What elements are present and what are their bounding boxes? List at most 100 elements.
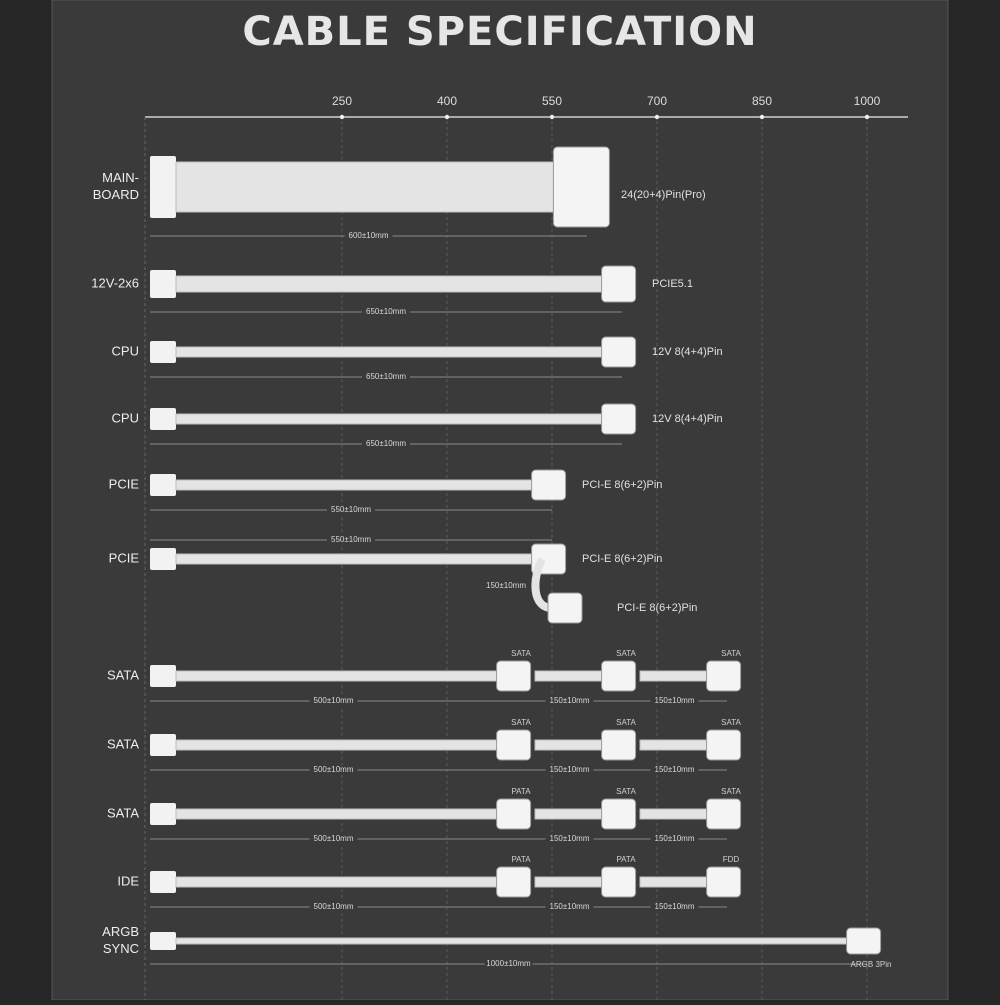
plug: [150, 156, 176, 218]
dimension-label: 550±10mm: [331, 535, 371, 544]
tick-label: 400: [437, 94, 457, 108]
connector-label: 12V 8(4+4)Pin: [652, 413, 723, 425]
cable: [175, 553, 553, 565]
connector-label: SATA: [511, 649, 531, 658]
plug: [150, 665, 176, 687]
dimension-bg: [362, 439, 410, 449]
dimension-label: 150±10mm: [486, 581, 526, 590]
connector-label: PCIE5.1: [652, 278, 693, 290]
connector-label: PATA: [511, 787, 531, 796]
connector-label: PCI-E 8(6+2)Pin: [617, 602, 697, 614]
cable-name: SATA: [107, 736, 139, 751]
plug: [150, 803, 176, 825]
dimension-bg: [545, 902, 594, 912]
dimension-label: 650±10mm: [366, 372, 406, 381]
dimension-label: 150±10mm: [655, 834, 695, 843]
cable-name: SYNC: [103, 941, 139, 956]
connector-label: 12V 8(4+4)Pin: [652, 346, 723, 358]
connector: [531, 469, 567, 501]
dimension-bg: [650, 696, 699, 706]
dimension-label: 1000±10mm: [486, 959, 531, 968]
connector: [601, 729, 637, 761]
dimension-bg: [362, 372, 410, 382]
panel: [51, 0, 949, 1001]
connector: [496, 798, 532, 830]
cable: [175, 479, 553, 491]
tick-mark: [654, 114, 660, 120]
plug: [150, 474, 176, 496]
dimension-bg: [327, 535, 375, 545]
tick-mark: [339, 114, 345, 120]
cable-name: PCIE: [109, 550, 140, 565]
tick-label: 700: [647, 94, 667, 108]
connector-label: FDD: [723, 855, 740, 864]
connector: [496, 660, 532, 692]
cable-name: SATA: [107, 667, 139, 682]
connector: [601, 403, 637, 435]
cable: [175, 670, 518, 682]
tick-mark: [864, 114, 870, 120]
connector: [706, 798, 742, 830]
cable-name: 12V-2x6: [91, 275, 139, 290]
plug: [150, 270, 176, 298]
cable-name: SATA: [107, 805, 139, 820]
tick-mark: [759, 114, 765, 120]
plug: [150, 734, 176, 756]
dimension-bg: [362, 307, 410, 317]
dimension-bg: [327, 505, 375, 515]
connector: [601, 336, 637, 368]
cable-name: ARGB: [102, 924, 139, 939]
connector-label: ARGB 3Pin: [851, 960, 892, 969]
title: CABLE SPECIFICATION: [242, 9, 757, 55]
cable: [175, 413, 623, 425]
dimension-label: 600±10mm: [349, 231, 389, 240]
cable: [175, 876, 518, 888]
connector-label: SATA: [616, 649, 636, 658]
dimension-bg: [650, 902, 699, 912]
dimension-bg: [484, 959, 533, 969]
dimension-label: 500±10mm: [314, 765, 354, 774]
dimension-label: 150±10mm: [550, 834, 590, 843]
cable-name: MAIN-: [102, 170, 139, 185]
connector: [706, 660, 742, 692]
tick-mark: [444, 114, 450, 120]
connector-label: PCI-E 8(6+2)Pin: [582, 479, 662, 491]
connector: [706, 866, 742, 898]
cable-name: CPU: [112, 410, 139, 425]
connector-label: SATA: [616, 718, 636, 727]
dimension-label: 550±10mm: [331, 505, 371, 514]
plug: [150, 932, 176, 950]
dimension-label: 500±10mm: [314, 834, 354, 843]
dimension-label: 150±10mm: [655, 696, 695, 705]
connector: [846, 927, 882, 955]
connector: [601, 265, 637, 303]
branch-cable: [531, 557, 553, 612]
dimension-label: 500±10mm: [314, 902, 354, 911]
plug: [150, 408, 176, 430]
connector-label: SATA: [721, 649, 741, 658]
cable-name: PCIE: [109, 476, 140, 491]
dimension-bg: [309, 834, 358, 844]
dimension-label: 150±10mm: [550, 902, 590, 911]
connector: [547, 592, 583, 624]
connector-label: SATA: [721, 718, 741, 727]
dimension-label: 650±10mm: [366, 307, 406, 316]
cable-name: BOARD: [93, 187, 139, 202]
plug: [150, 341, 176, 363]
dimension-label: 150±10mm: [655, 902, 695, 911]
cable: [175, 808, 518, 820]
cable: [175, 937, 868, 945]
cable: [175, 346, 623, 358]
cable-name: IDE: [117, 873, 139, 888]
cable-name: CPU: [112, 343, 139, 358]
plug: [150, 548, 176, 570]
dimension-bg: [344, 231, 393, 241]
tick-label: 550: [542, 94, 562, 108]
connector: [706, 729, 742, 761]
dimension-bg: [309, 765, 358, 775]
dimension-bg: [309, 696, 358, 706]
dimension-label: 150±10mm: [655, 765, 695, 774]
dimension-bg: [545, 834, 594, 844]
dimension-bg: [309, 902, 358, 912]
